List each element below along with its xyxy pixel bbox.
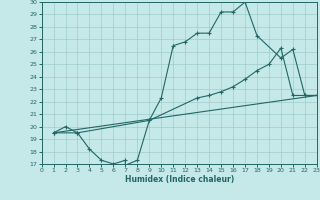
X-axis label: Humidex (Indice chaleur): Humidex (Indice chaleur) <box>124 175 234 184</box>
